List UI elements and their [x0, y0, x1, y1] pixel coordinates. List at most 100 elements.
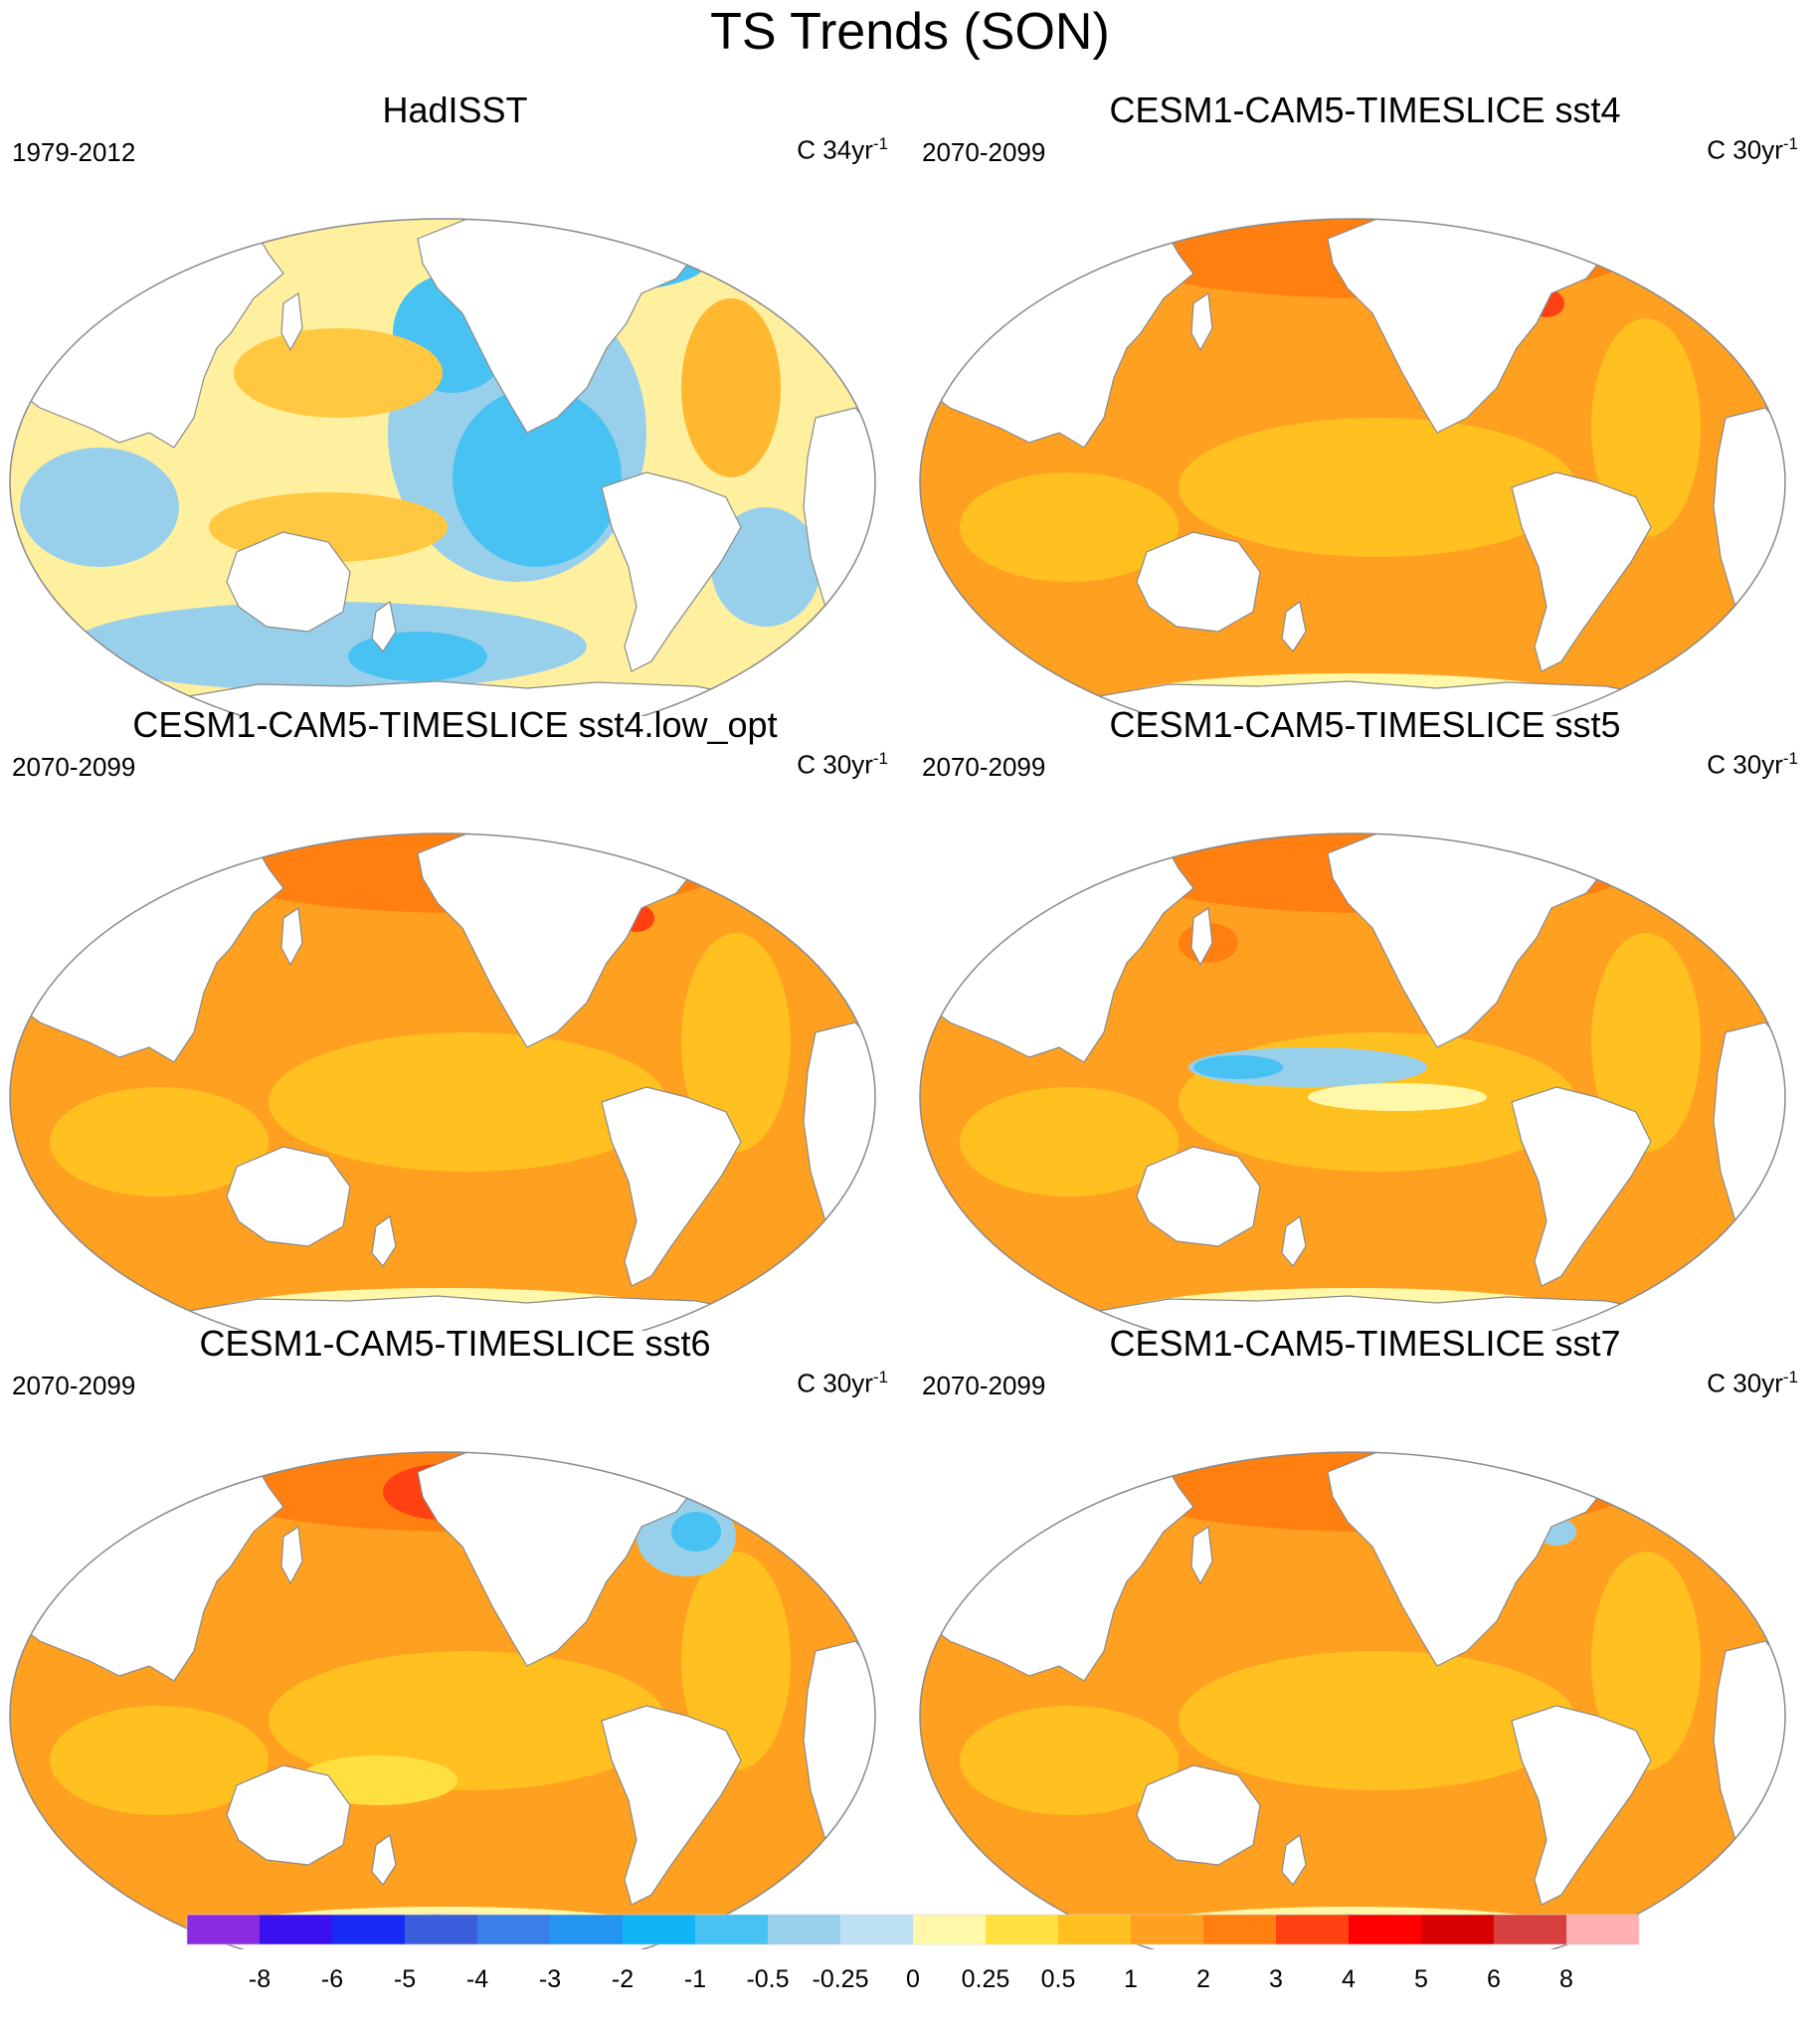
map-panel: CESM1-CAM5-TIMESLICE sst6 2070-2099 C 30yr… [0, 1323, 910, 1949]
world-map [9, 1451, 876, 1949]
tropical-pacific-band [269, 1651, 666, 1790]
south-america-land [601, 1086, 742, 1287]
panel-title: CESM1-CAM5-TIMESLICE sst7 [1109, 1323, 1621, 1364]
map-border [9, 832, 876, 1331]
colorbar-box [623, 1915, 695, 1944]
panel-units-exponent: -1 [1782, 134, 1798, 153]
panel-units-exponent: -1 [1782, 749, 1798, 768]
japan-land [280, 291, 303, 352]
colorbar-box [550, 1915, 623, 1944]
japan-land [280, 1525, 303, 1585]
colorbar-box [260, 1915, 332, 1944]
colorbar-tick-label: -5 [394, 1965, 416, 1993]
panel-units-exponent: -1 [1782, 1368, 1798, 1386]
colorbar-tick-label: 0.25 [962, 1965, 1010, 1993]
map-panel: CESM1-CAM5-TIMESLICE sst4 2070-2099 C 30yr… [910, 90, 1820, 716]
new-zealand-land [371, 1833, 397, 1887]
panel-period: 2070-2099 [12, 752, 136, 782]
map-border [9, 218, 876, 716]
antarctica-land [188, 1295, 758, 1331]
colorbar-box [332, 1915, 405, 1944]
colorbar-tick-label: -6 [321, 1965, 343, 1993]
world-map [9, 218, 876, 716]
panel-units: C 30yr-1 [1707, 129, 1798, 165]
colorbar-tick-label: -4 [466, 1965, 488, 1993]
colorbar-tick-label: -0.25 [813, 1965, 869, 1993]
colorbar-box [1203, 1915, 1276, 1944]
panel-units-base: C 30yr [1707, 749, 1783, 780]
panel-period: 2070-2099 [922, 752, 1046, 782]
colorbar-box [477, 1915, 550, 1944]
indian-ocean-band [960, 472, 1179, 582]
colorbar-box [695, 1915, 768, 1944]
panel-title: CESM1-CAM5-TIMESLICE sst4 [1109, 90, 1621, 130]
south-america-land [1511, 1705, 1652, 1906]
equatorial-pale-tongue [1308, 1083, 1487, 1111]
new-zealand-land [371, 1214, 397, 1268]
australia-land [1136, 1764, 1261, 1866]
panel-units: C 30yr-1 [1707, 744, 1798, 780]
figure-title: TS Trends (SON) [710, 3, 1110, 61]
colorbar-box [1421, 1915, 1494, 1944]
world-map [919, 1451, 1786, 1949]
tropical-pacific-band [269, 1032, 666, 1172]
colorbar-tick-label: 1 [1124, 1965, 1138, 1993]
east-pacific-cold-core [453, 388, 622, 567]
colorbar-tick-label: 6 [1487, 1965, 1501, 1993]
map-border [9, 1451, 876, 1949]
australia-land [226, 1146, 351, 1247]
colorbar-box [1566, 1915, 1639, 1944]
colorbar-box [1276, 1915, 1349, 1944]
colorbar-tick-label: -3 [539, 1965, 561, 1993]
map-panel: CESM1-CAM5-TIMESLICE sst4.low_opt 2070-20… [0, 704, 910, 1331]
atlantic-band [681, 933, 791, 1152]
new-zealand-land [371, 600, 397, 653]
japan-land [1190, 291, 1213, 352]
panel-period: 2070-2099 [922, 137, 1046, 167]
map-panel: CESM1-CAM5-TIMESLICE sst5 2070-2099 C 30yr… [910, 704, 1820, 1331]
panel-units: C 30yr-1 [797, 744, 888, 780]
panel-units: C 30yr-1 [797, 1363, 888, 1398]
panel-units-base: C 30yr [1707, 1368, 1783, 1398]
south-america-land [1511, 1086, 1652, 1287]
south-atlantic-cool [711, 507, 820, 627]
north-atlantic-cold-core [671, 1512, 721, 1552]
colorbar-tick-label: 3 [1269, 1965, 1283, 1993]
colorbar-box [913, 1915, 986, 1944]
southern-ocean-cold-core [348, 632, 487, 681]
australia-land [1136, 1146, 1261, 1247]
australia-land [226, 531, 351, 633]
colorbar-tick-label: -8 [249, 1965, 271, 1993]
colorbar-outline [186, 1914, 1640, 1945]
panel-units-base: C 34yr [797, 134, 873, 165]
south-america-land [601, 471, 742, 672]
antarctica-land [1098, 680, 1668, 716]
panel-units-base: C 30yr [797, 749, 873, 780]
indian-ocean-band [960, 1087, 1179, 1197]
japan-land [1190, 906, 1213, 967]
panel-period: 2070-2099 [12, 1371, 136, 1400]
world-map [919, 832, 1786, 1331]
panel-title: CESM1-CAM5-TIMESLICE sst4.low_opt [132, 704, 778, 745]
map-border [919, 832, 1786, 1331]
panel-units-exponent: -1 [872, 134, 888, 153]
panel-title: CESM1-CAM5-TIMESLICE sst5 [1109, 704, 1621, 745]
colorbar-box [1349, 1915, 1421, 1944]
map-border [919, 218, 1786, 716]
new-zealand-land [1281, 1833, 1307, 1887]
tropical-pacific-band [1179, 1651, 1576, 1790]
panel-units-exponent: -1 [872, 749, 888, 768]
colorbar-tick-label: -1 [684, 1965, 706, 1993]
atlantic-band [1591, 1552, 1701, 1770]
north-pacific-warm-band [234, 328, 443, 418]
colorbar-tick-label: 0.5 [1041, 1965, 1076, 1993]
antarctica-land [1098, 1295, 1668, 1331]
new-zealand-land [1281, 600, 1307, 653]
japan-land [1190, 1525, 1213, 1585]
colorbar: -8 -6 -5 -4 -3 -2 -1 -0.5 -0.25 0 0.25 0.5 1 2 3 4 5 6 8 [186, 1914, 1640, 1993]
colorbar-tick-label: 8 [1559, 1965, 1573, 1993]
atlantic-band [1591, 933, 1701, 1152]
indian-ocean-band [50, 1706, 269, 1815]
panel-units: C 30yr-1 [1707, 1363, 1798, 1398]
colorbar-tick-label: -0.5 [746, 1965, 789, 1993]
